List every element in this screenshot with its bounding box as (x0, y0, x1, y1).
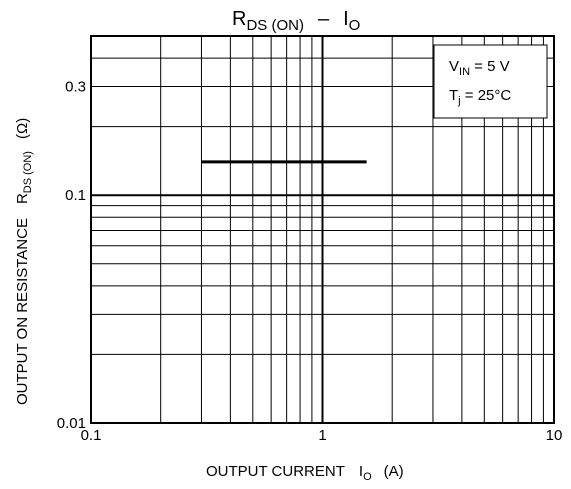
x-tick-label: 1 (318, 427, 326, 444)
conditions-box: VIN = 5 V Tj = 25°C (433, 44, 548, 119)
y-axis-label-text: OUTPUT ON RESISTANCE (14, 218, 31, 405)
title-subscript-2: O (349, 17, 361, 34)
title-symbol: R (232, 8, 246, 30)
x-axis-label-text: OUTPUT CURRENT (206, 463, 345, 480)
y-axis-subscript: DS (ON) (22, 151, 34, 193)
title-subscript: DS (ON) (246, 17, 304, 34)
condition-tj-symbol: T (449, 87, 458, 104)
tick-labels: 0.1 1 100.010.10.3 (57, 79, 563, 444)
y-axis-unit: (Ω) (14, 118, 31, 139)
y-axis-label: OUTPUT ON RESISTANCE RDS (ON) (Ω) (14, 118, 34, 405)
condition-vin: VIN = 5 V (449, 58, 510, 78)
chart-title: RDS (ON) – IO (232, 8, 360, 34)
title-separator: – (318, 8, 330, 30)
plot-frame (90, 35, 555, 424)
title-symbol-2: I (343, 8, 349, 30)
y-tick-label: 0.01 (57, 415, 86, 432)
x-axis-label: OUTPUT CURRENT IO (A) (206, 463, 404, 483)
condition-vin-symbol: V (449, 58, 459, 75)
y-tick-label: 0.1 (65, 187, 86, 204)
x-axis-subscript: O (363, 471, 372, 483)
condition-vin-subscript: IN (459, 66, 470, 78)
condition-tj-subscript: j (457, 95, 460, 107)
condition-tj: Tj = 25°C (449, 87, 511, 107)
y-tick-label: 0.3 (65, 79, 86, 96)
condition-vin-value: = 5 V (470, 58, 510, 75)
x-axis-unit: (A) (384, 463, 404, 480)
y-axis-symbol: R (14, 193, 31, 204)
x-tick-label: 10 (546, 427, 563, 444)
x-tick-label: 0.1 (81, 427, 102, 444)
x-axis-symbol: I (359, 463, 363, 480)
condition-tj-value: = 25°C (461, 87, 512, 104)
